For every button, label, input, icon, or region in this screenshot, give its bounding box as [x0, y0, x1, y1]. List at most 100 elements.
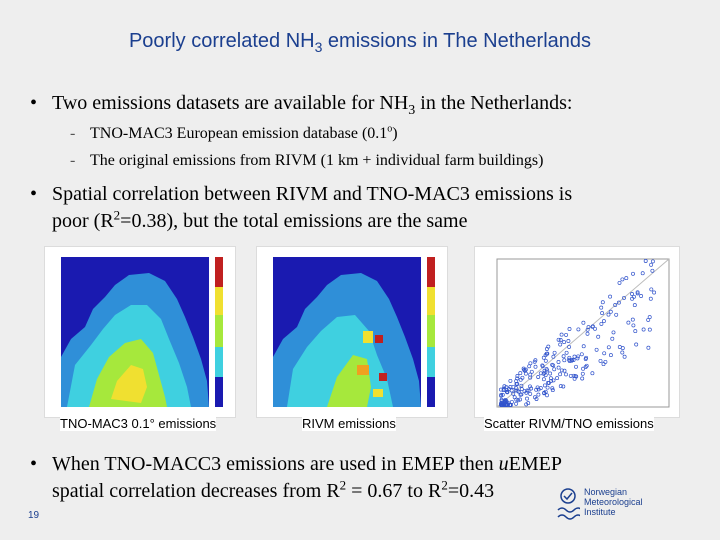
sub-item-text: TNO-MAC3 European emission database (0.1: [90, 125, 388, 142]
scatter-point: [543, 358, 548, 363]
scatter-point: [536, 375, 541, 379]
scatter-point: [606, 312, 611, 317]
scatter-point: [610, 336, 615, 341]
scatter-point: [549, 378, 554, 383]
scatter-point: [521, 366, 526, 371]
bullet-text: Two emissions datasets are available for…: [52, 92, 409, 114]
scatter-point: [533, 364, 538, 369]
scatter-point: [596, 334, 601, 339]
scatter-point: [602, 351, 607, 356]
scatter-panel: [474, 246, 680, 418]
scatter-point: [601, 319, 606, 324]
scatter-point: [526, 401, 531, 406]
scatter-point: [649, 287, 654, 292]
scatter-point: [515, 374, 520, 378]
scatter-point: [608, 353, 613, 358]
scatter-point: [541, 377, 546, 382]
scatter-point: [526, 388, 531, 393]
scatter-point: [551, 378, 556, 383]
scatter-point: [608, 309, 613, 314]
scatter-point: [519, 383, 524, 388]
scatter-point: [601, 362, 606, 367]
scatter-point: [646, 345, 651, 350]
scatter-point: [581, 344, 586, 349]
scatter-point: [567, 355, 572, 360]
scatter-point: [640, 271, 645, 276]
scatter-point: [511, 391, 516, 396]
bullet-subscript: 3: [408, 103, 416, 118]
scatter-point: [536, 392, 541, 397]
scatter-point: [542, 368, 547, 373]
title-subscript: 3: [314, 39, 323, 55]
scatter-point: [518, 371, 523, 376]
scatter-point: [600, 300, 605, 305]
scatter-point: [580, 371, 585, 376]
scatter-point: [559, 332, 564, 337]
scatter-point: [575, 356, 580, 361]
scatter-point: [647, 327, 652, 332]
scatter-point: [626, 320, 631, 325]
scatter-point: [546, 344, 551, 349]
scatter-point: [573, 374, 578, 379]
scatter-point: [546, 380, 550, 385]
scatter-point: [584, 363, 589, 368]
bullet-line-1: When TNO-MACC3 emissions are used in EME…: [52, 453, 499, 475]
scatter-point: [606, 345, 611, 350]
title-suffix: emissions in The Netherlands: [322, 30, 592, 52]
scatter-point: [634, 342, 639, 347]
scatter-point: [648, 296, 653, 301]
met-logo-name: Norwegian Meteorological Institute: [584, 487, 643, 517]
bullet-superscript-1: 2: [339, 477, 347, 493]
scatter-point: [635, 290, 640, 295]
scatter-point: [545, 351, 550, 356]
scatter-point: [548, 371, 553, 376]
scatter-point: [616, 300, 621, 305]
scatter-point: [541, 355, 546, 360]
scatter-point: [639, 294, 644, 298]
scatter-point: [502, 384, 507, 389]
scatter-point: [542, 390, 547, 395]
scatter-point: [504, 385, 509, 390]
bullet-line-2: poor (R: [52, 210, 114, 232]
scatter-point: [518, 397, 522, 402]
scatter-point: [617, 280, 622, 285]
scatter-point: [555, 376, 560, 381]
scatter-point: [562, 368, 567, 373]
scatter-point: [552, 367, 557, 372]
scatter-point: [528, 372, 533, 377]
scatter-point: [545, 385, 550, 390]
bullet-text-end: in the Netherlands:: [415, 92, 573, 114]
scatter-point: [499, 398, 504, 403]
scatter-point: [525, 396, 529, 401]
scatter-point: [529, 369, 534, 374]
scatter-point: [576, 327, 581, 332]
map-rivm-panel: [256, 246, 448, 418]
scatter-point: [613, 303, 618, 307]
bullet-line-2-mid: = 0.67 to R: [346, 480, 442, 502]
scatter-point: [524, 390, 529, 395]
scatter-point: [630, 317, 635, 322]
scatter-point: [503, 399, 508, 404]
scatter-point: [505, 402, 510, 407]
scatter-point: [562, 358, 567, 363]
sub-item-text: The original emissions from RIVM (1 km +…: [90, 152, 544, 169]
scatter-point: [574, 364, 578, 369]
scatter-point: [620, 350, 625, 355]
scatter-point: [528, 391, 533, 396]
scatter-point: [499, 387, 503, 392]
scatter-point: [543, 373, 548, 378]
slide-title: Poorly correlated NH3 emissions in The N…: [0, 30, 720, 55]
scatter-point: [515, 382, 520, 386]
scatter-point: [584, 355, 589, 360]
map-tno-image: [61, 257, 223, 407]
slide-number: 19: [28, 510, 40, 521]
scatter-point: [581, 320, 586, 325]
bullet-uemep: • When TNO-MACC3 emissions are used in E…: [30, 451, 700, 505]
scatter-point: [631, 271, 635, 276]
scatter-point: [523, 367, 528, 372]
bullet-line-2-end: =0.43: [447, 480, 495, 502]
scatter-point: [542, 383, 547, 388]
scatter-point: [580, 376, 585, 381]
scatter-caption: Scatter RIVM/TNO emissions: [484, 416, 654, 431]
scatter-point: [611, 330, 616, 335]
